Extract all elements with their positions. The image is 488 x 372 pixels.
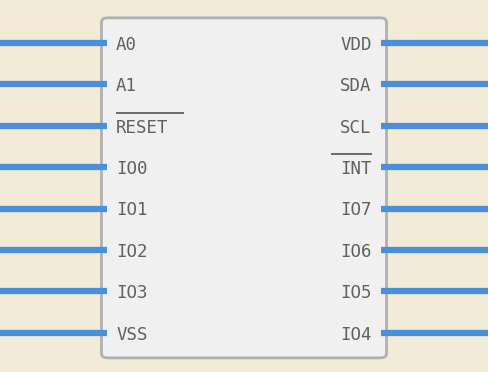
- Text: A1: A1: [116, 77, 137, 95]
- Text: IO4: IO4: [340, 326, 372, 344]
- Text: INT: INT: [340, 160, 372, 178]
- Text: IO6: IO6: [340, 243, 372, 261]
- Text: IO0: IO0: [116, 160, 148, 178]
- Text: A0: A0: [116, 36, 137, 54]
- Text: IO3: IO3: [116, 284, 148, 302]
- Text: SDA: SDA: [340, 77, 372, 95]
- Text: IO1: IO1: [116, 201, 148, 219]
- Text: SCL: SCL: [340, 119, 372, 137]
- Text: IO7: IO7: [340, 201, 372, 219]
- Text: RESET: RESET: [116, 119, 169, 137]
- Text: VDD: VDD: [340, 36, 372, 54]
- Text: IO5: IO5: [340, 284, 372, 302]
- Text: VSS: VSS: [116, 326, 148, 344]
- FancyBboxPatch shape: [102, 18, 386, 358]
- Text: IO2: IO2: [116, 243, 148, 261]
